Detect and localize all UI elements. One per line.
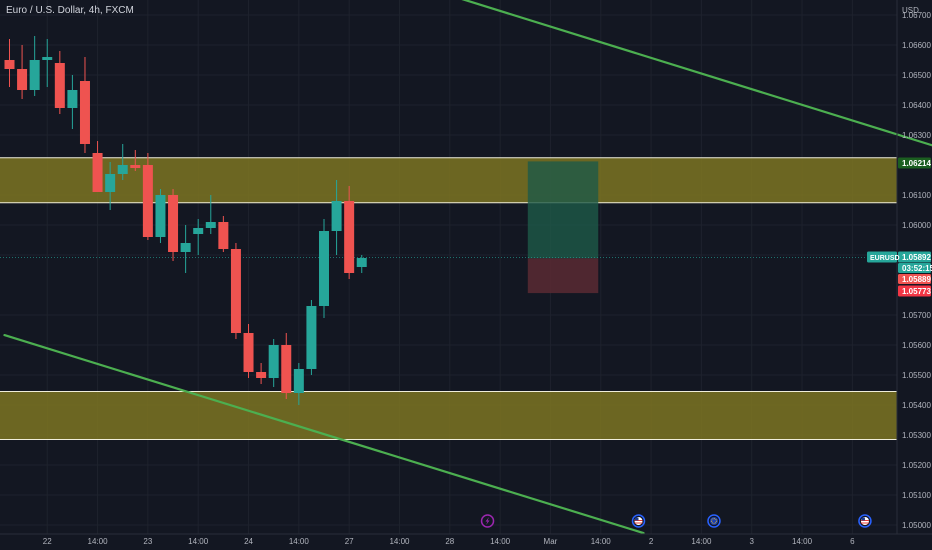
svg-text:EURUSD: EURUSD: [870, 255, 900, 262]
candle-bullish: [117, 165, 128, 174]
us-flag-event-icon[interactable]: [631, 514, 646, 528]
price-tick-label: 1.06100: [902, 191, 931, 200]
candle-bullish: [268, 345, 279, 378]
candle-bullish: [67, 90, 78, 108]
long-position-tool[interactable]: [527, 161, 599, 294]
candle-bearish: [79, 81, 90, 144]
position-stop-area[interactable]: [527, 258, 599, 294]
candle-bullish: [155, 195, 166, 237]
chart-title: Euro / U.S. Dollar, 4h, FXCM: [6, 5, 134, 16]
candle-bullish: [319, 231, 329, 306]
position-target-area[interactable]: [527, 161, 599, 259]
candle-bearish: [54, 63, 65, 108]
price-tick-label: 1.06500: [902, 71, 931, 80]
time-tick-label: 28: [445, 537, 454, 546]
currency-label: USD: [902, 6, 919, 15]
candle-bullish: [105, 174, 116, 192]
svg-text:1.05889: 1.05889: [902, 275, 931, 284]
price-badges: 1.06214 1.05892 03:52:15 1.05889 1.05773 EURU…: [867, 157, 932, 297]
time-tick-label: 14:00: [188, 537, 209, 546]
price-tick-label: 1.06600: [902, 41, 931, 50]
svg-text:03:52:15: 03:52:15: [902, 264, 932, 273]
price-zone[interactable]: [0, 391, 897, 440]
price-tick-label: 1.05700: [902, 311, 931, 320]
svg-text:1.05773: 1.05773: [902, 287, 931, 296]
candle-bearish: [230, 249, 241, 333]
time-tick-label: 14:00: [792, 537, 813, 546]
us-flag-event-icon[interactable]: [858, 514, 872, 528]
price-tick-label: 1.06400: [902, 101, 931, 110]
economic-events: [480, 514, 872, 528]
svg-text:1.06214: 1.06214: [902, 159, 931, 168]
candle-bullish: [306, 306, 317, 369]
time-tick-label: 23: [143, 537, 152, 546]
candle-bearish: [168, 195, 179, 252]
trendline[interactable]: [457, 0, 932, 160]
time-axis[interactable]: 02214:002314:002414:002714:002814:00Mar1…: [0, 537, 855, 546]
candle-bearish: [218, 222, 229, 249]
time-tick-label: 14:00: [691, 537, 712, 546]
candle-bullish: [331, 201, 342, 231]
price-tick-label: 1.06000: [902, 221, 931, 230]
price-tick-label: 1.05200: [902, 461, 931, 470]
candle-bearish: [344, 201, 355, 273]
price-tick-label: 1.06300: [902, 131, 931, 140]
time-tick-label: 14:00: [490, 537, 511, 546]
candle-bullish: [205, 222, 216, 228]
time-tick-label: 2: [649, 537, 654, 546]
candle-bearish: [4, 60, 15, 69]
time-tick-label: 6: [850, 537, 855, 546]
time-tick-label: 22: [43, 537, 52, 546]
time-tick-label: 27: [345, 537, 354, 546]
candles: [4, 36, 367, 405]
price-tick-label: 1.05600: [902, 341, 931, 350]
countdown-badge: 03:52:15: [898, 263, 932, 273]
price-tick-label: 1.05300: [902, 431, 931, 440]
candle-bullish: [356, 258, 367, 267]
candle-bearish: [256, 372, 267, 378]
current-price-badge: 1.05892: [898, 251, 931, 263]
candle-bearish: [92, 153, 103, 192]
time-tick-label: 24: [244, 537, 253, 546]
candle-bearish: [243, 333, 254, 372]
resistance-price-badge: 1.06214: [898, 157, 931, 169]
time-tick-label: 3: [749, 537, 754, 546]
price-tick-label: 1.05500: [902, 371, 931, 380]
candle-bearish: [281, 345, 292, 393]
entry-price-badge: 1.05889: [898, 274, 931, 284]
time-tick-label: 14:00: [88, 537, 109, 546]
time-tick-label: 14:00: [389, 537, 410, 546]
candle-bullish: [180, 243, 191, 252]
price-zone[interactable]: [0, 157, 897, 203]
trendline[interactable]: [3, 334, 645, 535]
eu-flag-event-icon[interactable]: [707, 514, 721, 528]
symbol-badge: EURUSD: [867, 251, 900, 263]
time-tick-label: Mar: [544, 537, 558, 546]
time-tick-label: 14:00: [289, 537, 310, 546]
price-axis[interactable]: 1.06700 1.06600 1.06500 1.06400 1.06300 1.061…: [902, 11, 931, 530]
candle-bearish: [17, 69, 28, 90]
candle-bullish: [293, 369, 304, 393]
candle-bearish: [130, 165, 141, 168]
stop-price-badge: 1.05773: [898, 285, 931, 297]
time-tick-label: 14:00: [591, 537, 612, 546]
candle-bullish: [42, 57, 53, 60]
candle-bearish: [142, 165, 153, 237]
svg-text:1.05892: 1.05892: [902, 253, 931, 262]
price-tick-label: 1.05100: [902, 491, 931, 500]
trendlines[interactable]: [3, 0, 932, 535]
price-tick-label: 1.05400: [902, 401, 931, 410]
price-tick-label: 1.05000: [902, 521, 931, 530]
price-tick-label: 1.06700: [902, 11, 931, 20]
candle-bullish: [29, 60, 40, 90]
candle-bullish: [193, 228, 204, 234]
lightning-event-icon[interactable]: [480, 514, 495, 528]
